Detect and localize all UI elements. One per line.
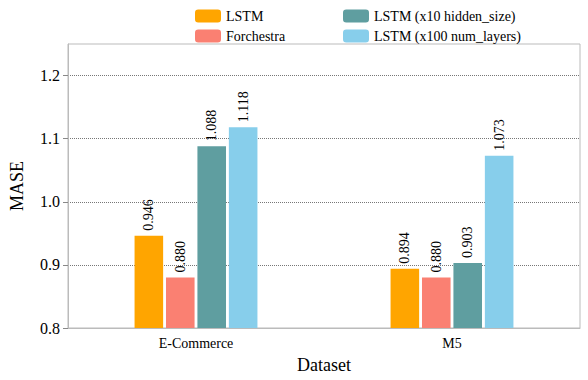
- svg-text:E-Commerce: E-Commerce: [159, 336, 234, 351]
- svg-text:M5: M5: [442, 336, 461, 351]
- svg-text:0.9: 0.9: [40, 256, 60, 273]
- svg-text:0.880: 0.880: [429, 241, 444, 273]
- svg-text:MASE: MASE: [7, 161, 27, 211]
- svg-text:1.088: 1.088: [204, 110, 219, 142]
- svg-text:0.903: 0.903: [460, 226, 475, 258]
- svg-text:Dataset: Dataset: [297, 355, 351, 375]
- svg-text:1.0: 1.0: [40, 193, 60, 210]
- svg-text:1.2: 1.2: [40, 67, 60, 84]
- svg-text:0.880: 0.880: [173, 241, 188, 273]
- svg-text:0.946: 0.946: [141, 199, 156, 231]
- svg-text:1.118: 1.118: [236, 91, 251, 122]
- svg-text:1.1: 1.1: [40, 130, 60, 147]
- svg-text:LSTM (x100 num_layers): LSTM (x100 num_layers): [374, 29, 521, 45]
- svg-text:0.894: 0.894: [397, 232, 412, 264]
- svg-text:LSTM (x10 hidden_size): LSTM (x10 hidden_size): [374, 9, 516, 25]
- svg-text:0.8: 0.8: [40, 320, 60, 337]
- svg-text:LSTM: LSTM: [226, 9, 264, 24]
- svg-text:Forchestra: Forchestra: [226, 29, 286, 44]
- svg-text:1.073: 1.073: [492, 119, 507, 151]
